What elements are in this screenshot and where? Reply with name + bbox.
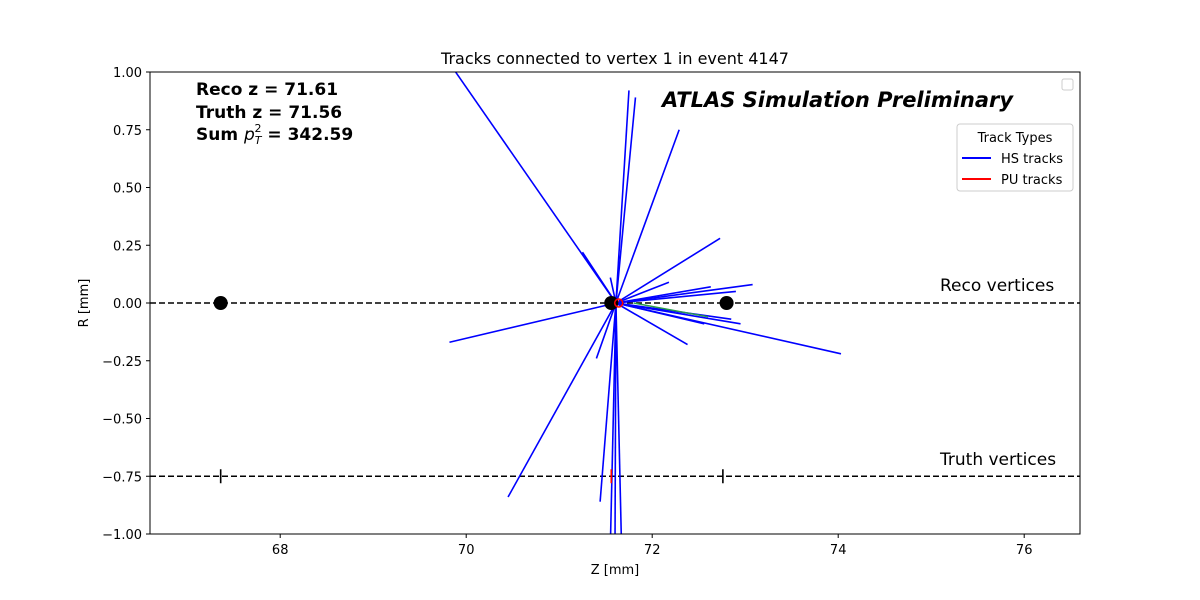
hs-track-21 [614,302,617,534]
hs-track-3 [615,129,680,304]
legend-title: Track Types [977,131,1053,146]
hs-track-2 [615,97,637,304]
y-tick-label-3: −0.25 [102,355,142,370]
selected-reco-vertex [613,298,624,308]
hs-track-15 [615,302,688,346]
legend: Track Types HS tracks PU tracks [956,123,1074,192]
plot-area [150,72,1080,534]
hs-track-18 [507,302,617,498]
hs-track-16 [449,302,617,344]
y-tick-label-0: −1.00 [102,528,142,543]
y-tick-label-5: 0.25 [113,239,142,254]
y-tick-label-1: −0.75 [102,470,142,485]
y-tick-label-4: 0.00 [113,297,142,312]
legend-box [956,123,1074,192]
x-tick-label-3: 74 [830,543,847,558]
hs-track-14 [615,302,705,325]
legend-entry-pu: PU tracks [1001,173,1063,188]
atlas-brand-label: ATLAS Simulation Preliminary [660,88,1014,112]
reco-vertex-1 [604,296,619,310]
hs-track-9 [615,283,753,304]
x-tick-label-0: 68 [272,543,289,558]
sum-pt2-annotation: Sum pT2 = 342.59 [196,122,353,147]
truth-z-annotation: Truth z = 71.56 [196,103,342,123]
x-tick-label-2: 72 [644,543,661,558]
hs-track-0 [454,72,617,304]
sum-pt2-superscript: 2 [255,122,262,135]
hs-track-4 [615,237,721,304]
reco-vertices-label: Reco vertices [940,276,1054,296]
reco-vertex-0 [213,296,228,310]
sum-pt2-value: = 342.59 [262,125,354,145]
other-track-0 [633,302,709,318]
y-tick-label-6: 0.50 [113,182,142,197]
reco-z-annotation: Reco z = 71.61 [196,80,338,100]
x-axis: 68 70 72 74 76 [272,534,1033,558]
legend-entry-hs: HS tracks [1001,152,1063,167]
y-axis-label: R [mm] [77,279,92,328]
hs-track-7 [615,281,670,304]
empty-legend-box [1061,78,1074,91]
hs-track-5 [581,251,617,304]
sum-pt2-subscript: T [255,134,263,147]
hs-track-17 [595,302,617,359]
y-tick-label-7: 0.75 [113,124,142,139]
hs-track-19 [599,302,617,502]
hs-track-1 [615,90,630,304]
x-tick-label-1: 70 [458,543,475,558]
hs-track-10 [615,290,736,304]
hs-track-22 [615,302,623,534]
y-tick-label-8: 1.00 [113,66,142,81]
x-axis-label: Z [mm] [591,563,640,578]
sum-pt2-variable: p [243,125,255,145]
x-tick-label-4: 76 [1016,543,1033,558]
y-tick-label-2: −0.50 [102,413,142,428]
chart-title: Tracks connected to vertex 1 in event 41… [440,49,789,68]
y-axis: −1.00 −0.75 −0.50 −0.25 0.00 0.25 0.50 0.75 1.00 [102,66,150,543]
reco-vertex-2 [719,296,734,310]
sum-pt2-prefix: Sum [196,125,244,145]
truth-vertices-label: Truth vertices [939,450,1056,470]
